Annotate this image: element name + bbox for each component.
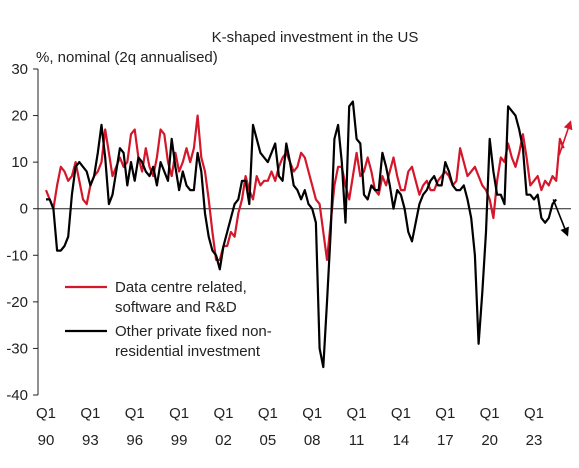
x-tick-label-year: 05 bbox=[259, 432, 276, 449]
trend-arrowhead-down bbox=[560, 226, 569, 237]
x-tick-label-year: 90 bbox=[38, 432, 55, 449]
x-tick-label-year: 99 bbox=[171, 432, 188, 449]
x-tick-label-year: 02 bbox=[215, 432, 232, 449]
x-tick-label-quarter: Q1 bbox=[435, 405, 455, 422]
trend-arrow-down bbox=[552, 199, 566, 229]
y-tick-label: -20 bbox=[6, 294, 28, 311]
x-tick-label-quarter: Q1 bbox=[125, 405, 145, 422]
legend-label: residential investment bbox=[115, 343, 261, 360]
x-tick-label-quarter: Q1 bbox=[80, 405, 100, 422]
legend-label: Other private fixed non- bbox=[115, 323, 272, 340]
x-tick-label-quarter: Q1 bbox=[258, 405, 278, 422]
x-tick-label-year: 11 bbox=[349, 432, 365, 449]
y-tick-label: 10 bbox=[11, 154, 28, 171]
legend-label: software and R&D bbox=[115, 299, 237, 316]
x-tick-label-quarter: Q1 bbox=[302, 405, 322, 422]
y-tick-label: 30 bbox=[11, 61, 28, 78]
x-tick-label-quarter: Q1 bbox=[480, 405, 500, 422]
x-tick-label-year: 20 bbox=[481, 432, 498, 449]
x-tick-label-quarter: Q1 bbox=[347, 405, 367, 422]
chart-title: K-shaped investment in the US bbox=[212, 29, 419, 46]
x-tick-label-year: 93 bbox=[82, 432, 99, 449]
x-tick-label-quarter: Q1 bbox=[391, 405, 411, 422]
series-line-other-investment bbox=[46, 100, 558, 369]
y-tick-label: -30 bbox=[6, 340, 28, 357]
x-tick-label-year: 08 bbox=[304, 432, 321, 449]
y-tick-label: 0 bbox=[20, 201, 28, 218]
trend-arrowhead-up bbox=[563, 120, 573, 131]
y-axis-label: %, nominal (2q annualised) bbox=[36, 49, 218, 66]
x-tick-label-year: 96 bbox=[126, 432, 143, 449]
x-tick-label-year: 17 bbox=[437, 432, 454, 449]
x-tick-label-year: 23 bbox=[526, 432, 543, 449]
x-tick-label-quarter: Q1 bbox=[213, 405, 233, 422]
x-tick-label-quarter: Q1 bbox=[169, 405, 189, 422]
series-line-data-centre bbox=[44, 114, 565, 261]
trend-arrow-up bbox=[558, 128, 569, 156]
x-tick-label-year: 14 bbox=[393, 432, 410, 449]
x-tick-label-quarter: Q1 bbox=[524, 405, 544, 422]
x-tick-label-quarter: Q1 bbox=[36, 405, 56, 422]
y-tick-label: -10 bbox=[6, 247, 28, 264]
y-tick-label: 20 bbox=[11, 108, 28, 125]
legend-label: Data centre related, bbox=[115, 279, 247, 296]
y-tick-label: -40 bbox=[6, 387, 28, 404]
